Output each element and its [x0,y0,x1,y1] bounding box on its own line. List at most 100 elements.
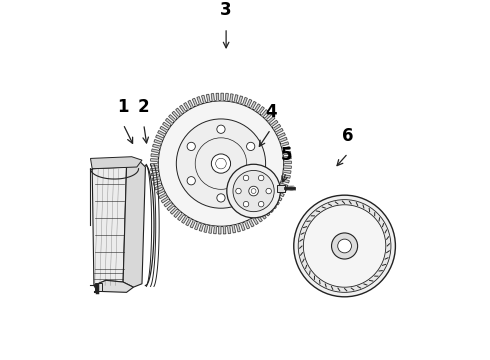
Circle shape [246,142,255,150]
Polygon shape [155,185,162,190]
Polygon shape [256,215,262,222]
Circle shape [303,205,386,287]
Polygon shape [225,93,228,100]
Circle shape [258,201,264,207]
Polygon shape [193,98,197,105]
Circle shape [294,195,395,297]
Polygon shape [277,192,284,197]
Polygon shape [230,94,233,101]
Polygon shape [156,135,163,140]
Polygon shape [169,115,175,121]
Text: 1: 1 [117,98,129,116]
Circle shape [338,239,351,253]
Polygon shape [255,104,260,111]
Text: 5: 5 [280,145,292,163]
Polygon shape [154,140,161,144]
Polygon shape [282,179,289,183]
Circle shape [187,177,196,185]
Polygon shape [249,220,254,227]
Polygon shape [174,211,180,217]
Circle shape [187,142,196,150]
Polygon shape [153,144,160,148]
Circle shape [227,164,280,218]
Polygon shape [267,206,273,212]
Polygon shape [163,122,170,128]
Polygon shape [278,133,285,138]
Polygon shape [206,94,210,102]
Polygon shape [204,225,208,233]
Text: 3: 3 [220,1,232,19]
Polygon shape [227,226,231,234]
Polygon shape [158,131,165,136]
Polygon shape [172,111,178,118]
Polygon shape [209,226,212,233]
Polygon shape [171,208,177,214]
Polygon shape [236,225,241,232]
Polygon shape [186,219,191,226]
Text: 4: 4 [265,103,276,121]
Polygon shape [199,224,203,231]
Polygon shape [241,223,245,230]
Polygon shape [201,95,206,103]
Polygon shape [234,95,238,102]
Circle shape [258,175,264,181]
Polygon shape [161,197,168,203]
Polygon shape [265,113,271,120]
Polygon shape [247,99,252,107]
Polygon shape [270,203,276,209]
Polygon shape [151,168,158,171]
Polygon shape [219,227,221,234]
Polygon shape [262,110,268,116]
Polygon shape [211,94,214,101]
Polygon shape [272,199,279,205]
Polygon shape [152,177,159,181]
Polygon shape [285,161,292,163]
Circle shape [217,194,225,202]
Circle shape [243,201,249,207]
Polygon shape [258,107,264,113]
Polygon shape [195,222,199,230]
Polygon shape [159,193,166,199]
Polygon shape [151,149,159,153]
Polygon shape [157,189,164,194]
Polygon shape [232,226,236,233]
Circle shape [298,200,391,292]
Polygon shape [273,124,281,130]
Polygon shape [253,217,258,225]
Polygon shape [268,117,275,123]
Circle shape [332,233,358,259]
Polygon shape [91,157,142,169]
Circle shape [158,101,284,226]
Polygon shape [166,118,172,125]
Polygon shape [281,142,289,146]
Polygon shape [167,204,174,211]
Polygon shape [284,166,292,168]
Circle shape [243,175,249,181]
Polygon shape [251,102,256,109]
Polygon shape [151,172,158,176]
Polygon shape [283,175,290,178]
Polygon shape [284,151,291,155]
Polygon shape [284,170,291,174]
Polygon shape [164,201,171,207]
Polygon shape [264,209,270,216]
Polygon shape [280,137,287,142]
Polygon shape [239,96,243,103]
Circle shape [236,188,241,194]
FancyBboxPatch shape [277,185,285,192]
Polygon shape [92,167,126,285]
Polygon shape [245,222,249,229]
Polygon shape [150,159,158,161]
Polygon shape [221,93,223,100]
Polygon shape [188,100,193,108]
Text: 6: 6 [342,127,354,145]
Polygon shape [197,96,201,104]
Polygon shape [153,181,161,185]
Polygon shape [223,227,226,234]
Polygon shape [275,195,282,201]
Polygon shape [243,98,247,105]
Polygon shape [176,108,182,115]
Polygon shape [190,221,195,228]
Circle shape [176,119,266,208]
Polygon shape [177,213,184,221]
